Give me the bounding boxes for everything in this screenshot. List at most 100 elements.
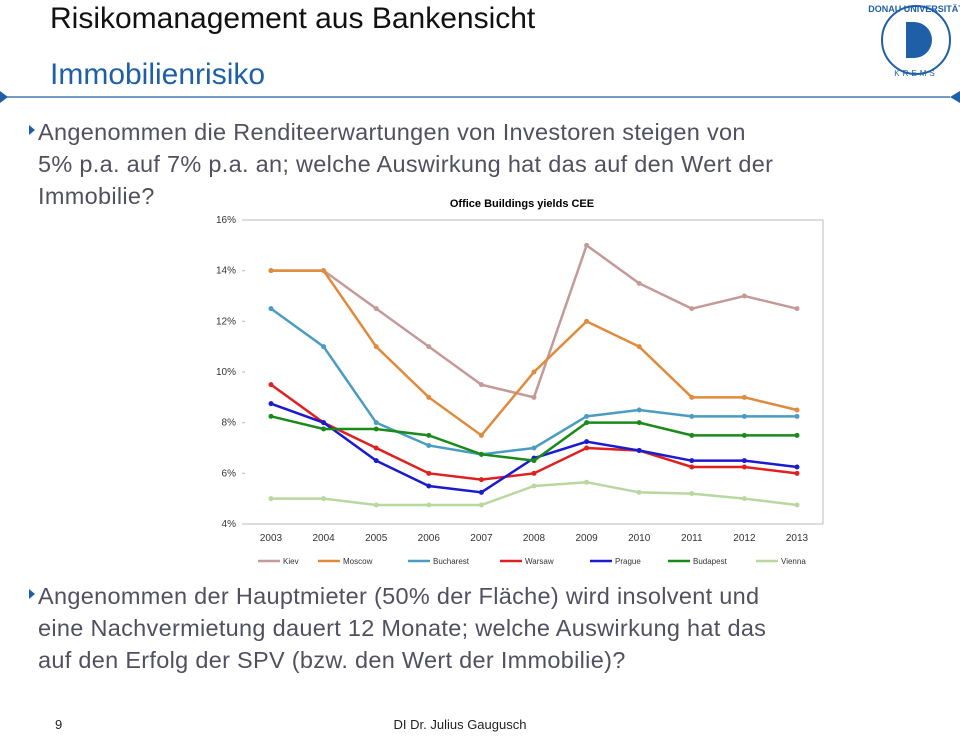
series-point [794, 413, 800, 419]
series-point [531, 369, 537, 375]
series-point [636, 420, 642, 426]
series-point [689, 413, 695, 419]
series-point [584, 420, 590, 426]
series-point [741, 432, 747, 438]
series-point [321, 496, 327, 502]
logo: DONAU UNIVERSITÄT KREMS [868, 4, 960, 78]
rule-arrow [0, 91, 8, 103]
series-point [636, 489, 642, 495]
y-tick-label: 8% [222, 418, 237, 429]
series-point [478, 432, 484, 438]
series-point [373, 426, 379, 432]
bullet-text: Angenommen die Renditeerwartungen von In… [38, 119, 746, 145]
y-tick-label: 16% [216, 215, 236, 226]
legend-label: Moscow [343, 557, 373, 566]
x-tick-label: 2012 [733, 533, 756, 544]
series-point [584, 318, 590, 324]
series-point [478, 477, 484, 483]
slide-title: Risikomanagement aus Bankensicht [50, 2, 536, 35]
series-point [584, 445, 590, 451]
series-point [531, 445, 537, 451]
series-point [531, 458, 537, 464]
bullet-marker [29, 589, 35, 599]
series-point [268, 401, 274, 407]
bullet-text: eine Nachvermietung dauert 12 Monate; we… [38, 615, 766, 641]
legend-label: Budapest [693, 557, 728, 566]
series-point [268, 413, 274, 419]
series-point [426, 432, 432, 438]
series-point [689, 491, 695, 497]
bullet-text: auf den Erfolg der SPV (bzw. den Wert de… [38, 647, 626, 673]
series-point [636, 407, 642, 413]
series-point [426, 502, 432, 508]
x-tick-label: 2009 [575, 533, 598, 544]
series-point [268, 306, 274, 312]
series-point [321, 268, 327, 274]
x-tick-label: 2006 [418, 533, 441, 544]
series-point [689, 464, 695, 470]
series-point [426, 344, 432, 350]
y-tick-label: 4% [222, 519, 237, 530]
series-point [689, 394, 695, 400]
series-point [794, 470, 800, 476]
series-point [794, 502, 800, 508]
series-point [478, 489, 484, 495]
series-point [584, 413, 590, 419]
series-point [478, 451, 484, 457]
series-point [794, 306, 800, 312]
chart: Office Buildings yields CEE 4% 6% 8% 10% 12% 1… [205, 190, 835, 580]
logo-text: KREMS [894, 69, 937, 78]
bullet-text: Angenommen der Hauptmieter (50% der Fläc… [38, 583, 759, 609]
plot-frame [245, 219, 824, 524]
bullet-text: Immobilie? [38, 183, 155, 209]
y-tick-label: 10% [216, 367, 236, 378]
series-point [426, 442, 432, 448]
y-tick-label: 14% [216, 266, 236, 277]
y-tick-label: 12% [216, 316, 236, 327]
series-point [741, 496, 747, 502]
legend-label: Bucharest [433, 557, 470, 566]
bullet-marker [29, 125, 35, 135]
series-point [636, 344, 642, 350]
series-point [741, 464, 747, 470]
chart-title: Office Buildings yields CEE [450, 198, 594, 210]
series-point [373, 420, 379, 426]
series-point [531, 394, 537, 400]
series-point [478, 382, 484, 388]
series-point [531, 483, 537, 489]
series-point [531, 470, 537, 476]
series-point [741, 458, 747, 464]
series-point [478, 502, 484, 508]
x-tick-label: 2003 [260, 533, 283, 544]
series-point [321, 420, 327, 426]
series-point [741, 293, 747, 299]
x-tick-label: 2010 [628, 533, 651, 544]
series-point [268, 496, 274, 502]
series-point [268, 382, 274, 388]
logo-ring [881, 5, 951, 75]
x-tick-label: 2007 [470, 533, 493, 544]
series-point [426, 483, 432, 489]
series-point [636, 448, 642, 454]
series-point [321, 344, 327, 350]
series-point [584, 479, 590, 485]
series-point [689, 432, 695, 438]
legend-label: Vienna [781, 557, 806, 566]
series-point [794, 407, 800, 413]
series-point [741, 394, 747, 400]
x-tick-label: 2008 [523, 533, 546, 544]
series-point [636, 280, 642, 286]
x-tick-label: 2013 [786, 533, 809, 544]
series-point [794, 464, 800, 470]
series-point [373, 458, 379, 464]
legend-label: Kiev [283, 557, 299, 566]
chart-background [205, 190, 835, 580]
x-tick-label: 2005 [365, 533, 388, 544]
series-point [373, 306, 379, 312]
series-point [268, 268, 274, 274]
y-tick-label: 6% [222, 468, 237, 479]
series-point [584, 242, 590, 248]
series-point [373, 502, 379, 508]
footer-author: DI Dr. Julius Gaugusch [394, 717, 527, 732]
